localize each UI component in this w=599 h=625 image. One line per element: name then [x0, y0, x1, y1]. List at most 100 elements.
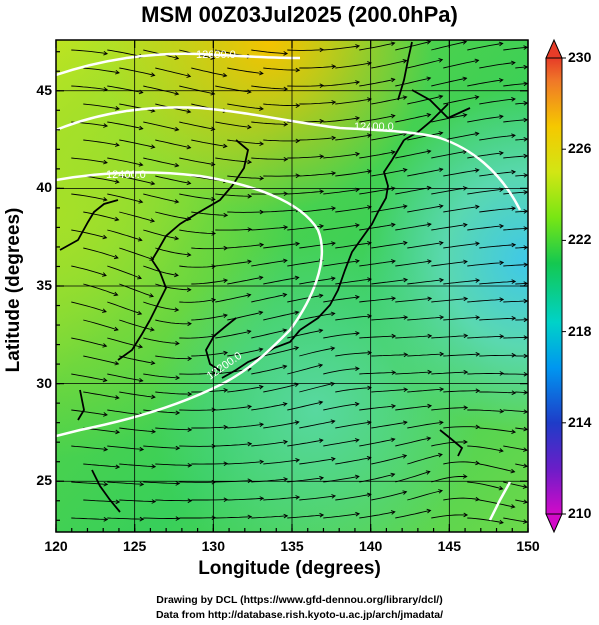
streamline-arrow — [426, 222, 432, 227]
streamline-arrow — [463, 405, 469, 410]
streamline — [299, 101, 336, 105]
streamline-arrow — [103, 412, 108, 417]
streamline-arrow — [174, 55, 180, 60]
streamline-arrow — [187, 498, 193, 504]
streamline — [359, 78, 395, 87]
streamline — [119, 175, 155, 185]
colorbar-tick-label: 226 — [568, 140, 592, 157]
streamline-arrow — [102, 234, 108, 240]
streamline — [179, 121, 215, 130]
streamline-arrow — [462, 186, 468, 191]
streamline — [191, 247, 228, 250]
streamline — [227, 139, 264, 145]
streamline-arrow — [294, 310, 300, 316]
streamline — [407, 168, 443, 177]
streamline-arrow — [319, 512, 325, 518]
streamline-arrow — [222, 313, 228, 319]
streamline-arrow — [150, 218, 156, 223]
streamline-arrow — [139, 481, 145, 487]
streamline-arrow — [499, 371, 505, 376]
streamline — [287, 401, 323, 411]
colorbar-bottom-arrow — [545, 513, 563, 534]
streamline-arrow — [331, 64, 337, 69]
streamline-arrow — [319, 83, 325, 88]
streamline — [515, 463, 528, 467]
streamline — [515, 427, 528, 430]
streamline-arrow — [475, 351, 481, 357]
streamline — [359, 115, 395, 123]
streamline-arrow — [151, 429, 157, 434]
streamline — [263, 276, 299, 285]
streamline-arrow — [402, 420, 408, 426]
streamline — [467, 335, 504, 339]
streamline-arrow — [295, 495, 301, 500]
streamline — [407, 242, 443, 249]
streamline-arrow — [174, 199, 180, 204]
streamline-arrow — [511, 96, 516, 102]
streamline-arrow — [295, 138, 301, 144]
streamline-arrow — [247, 259, 252, 265]
streamline-arrow — [247, 193, 253, 199]
streamline-arrow — [355, 44, 361, 49]
streamline — [119, 103, 155, 112]
streamline-arrow — [403, 277, 409, 283]
streamline — [107, 337, 143, 348]
streamline — [107, 85, 143, 94]
streamline — [335, 493, 371, 501]
streamline — [467, 445, 503, 452]
streamline-arrow — [102, 308, 107, 313]
streamline-arrow — [283, 122, 289, 127]
contour-label-12400-west: 12400.0 — [106, 169, 146, 181]
streamline — [371, 455, 407, 465]
streamline — [119, 247, 154, 260]
streamline-arrow — [355, 511, 361, 517]
streamline-arrow — [426, 149, 432, 154]
streamline — [395, 335, 432, 339]
streamline — [335, 98, 372, 105]
y-tick-label: 35 — [36, 277, 52, 293]
streamline — [335, 352, 372, 357]
streamline — [215, 330, 251, 339]
streamline — [287, 329, 323, 339]
streamline-arrow — [283, 51, 289, 56]
streamline — [119, 355, 155, 364]
streamline-arrow — [258, 275, 264, 281]
streamline — [287, 155, 324, 159]
streamline-arrow — [295, 457, 301, 463]
streamline — [263, 459, 300, 465]
streamline-arrow — [259, 141, 265, 147]
streamline-arrow — [474, 131, 480, 137]
streamline-arrow — [391, 403, 397, 409]
streamline — [407, 353, 444, 357]
streamline-arrow — [174, 272, 179, 278]
streamline — [143, 337, 179, 344]
streamline — [335, 387, 372, 393]
streamline — [467, 42, 503, 51]
streamline — [395, 41, 431, 51]
streamline-arrow — [282, 292, 288, 298]
streamline-arrow — [283, 86, 289, 92]
streamline-arrow — [283, 477, 289, 482]
streamline-arrow — [223, 278, 229, 283]
streamline — [371, 316, 408, 321]
streamline — [467, 481, 503, 490]
streamline — [515, 174, 528, 177]
streamline-arrow — [510, 504, 516, 509]
streamline-arrow — [150, 180, 156, 186]
streamline — [191, 279, 228, 285]
streamline — [227, 461, 264, 465]
streamline-arrow — [210, 126, 216, 132]
streamline — [287, 514, 324, 519]
streamline — [407, 490, 443, 501]
streamline-arrow — [149, 327, 155, 332]
streamline — [143, 517, 180, 520]
streamline — [479, 354, 516, 357]
streamline-arrow — [223, 387, 229, 393]
streamline — [323, 224, 360, 231]
streamline-arrow — [174, 91, 180, 96]
streamline-arrow — [187, 427, 193, 433]
streamline — [227, 276, 263, 285]
contour-label-12400-east: 12400.0 — [354, 121, 394, 133]
streamline-arrow — [523, 519, 528, 524]
streamline — [215, 260, 252, 267]
